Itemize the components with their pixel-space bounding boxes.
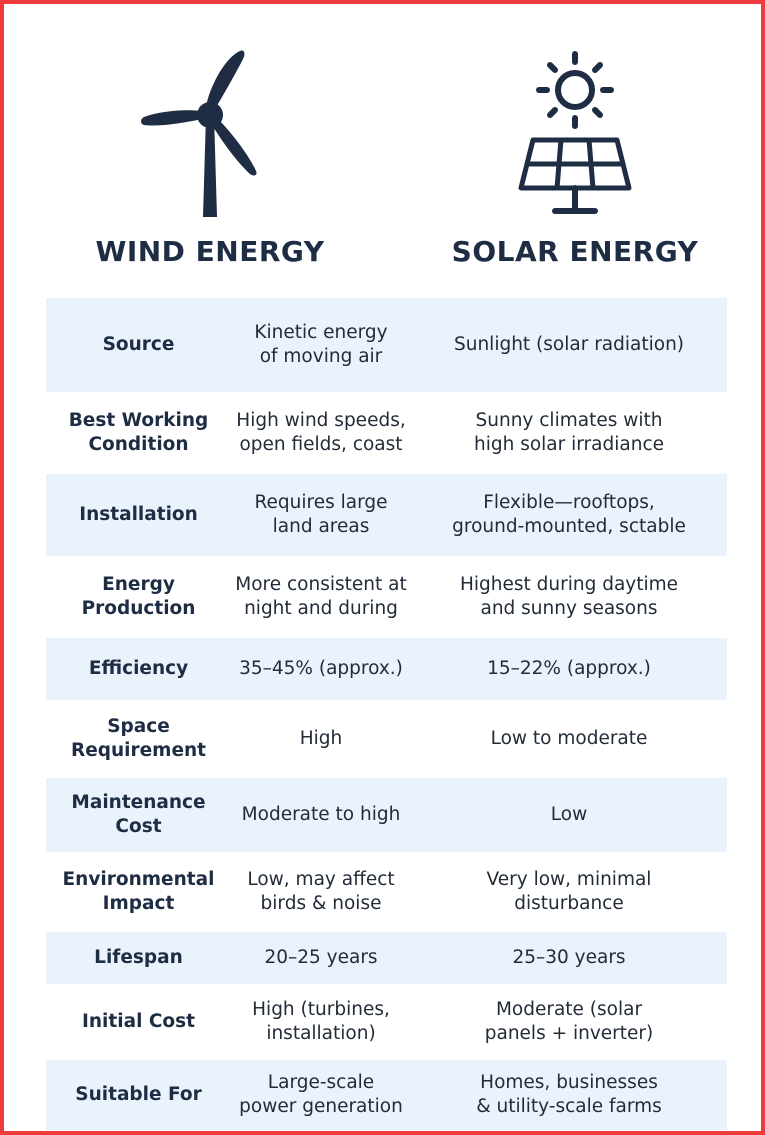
- table-row: Suitable For Large-scale power generatio…: [46, 1060, 727, 1130]
- row-criterion: Environmental Impact: [62, 869, 215, 914]
- table-row: Source Kinetic energy of moving air Sunl…: [46, 298, 727, 392]
- solar-value: Sunlight (solar radiation): [453, 334, 685, 355]
- solar-value: Low to moderate: [490, 728, 648, 749]
- wind-value: High wind speeds, open fields, coast: [236, 410, 406, 455]
- row-criterion: Maintenance Cost: [71, 792, 206, 837]
- table-row: Environmental Impact Low, may affect bir…: [46, 852, 727, 932]
- solar-value: Sunny climates with high solar irradianc…: [474, 410, 664, 455]
- row-criterion: Suitable For: [75, 1084, 202, 1105]
- wind-value: Low, may affect birds & noise: [247, 869, 395, 914]
- row-criterion: Energy Production: [81, 574, 196, 619]
- wind-value: Requires large land areas: [254, 492, 388, 537]
- wind-value: High (turbines, installation): [252, 999, 390, 1044]
- wind-value: High: [299, 728, 343, 749]
- table-row: Best Working Condition High wind speeds,…: [46, 392, 727, 474]
- solar-value: Flexible—rooftops, ground-mounted, sctab…: [452, 492, 686, 537]
- wind-value: Moderate to high: [241, 804, 401, 825]
- table-row: Maintenance Cost Moderate to high Low: [46, 778, 727, 852]
- row-criterion: Initial Cost: [82, 1011, 195, 1032]
- wind-value: Large-scale power generation: [239, 1072, 403, 1117]
- row-criterion: Efficiency: [88, 658, 189, 679]
- solar-value: Moderate (solar panels + inverter): [484, 999, 654, 1044]
- wind-column-header: WIND ENERGY: [45, 40, 375, 268]
- comparison-table: Source Kinetic energy of moving air Sunl…: [46, 298, 727, 1130]
- wind-heading: WIND ENERGY: [95, 235, 325, 268]
- wind-turbine-icon: [141, 50, 257, 217]
- solar-panel-icon: [518, 50, 632, 214]
- wind-value: Kinetic energy of moving air: [254, 322, 388, 367]
- solar-value: Very low, minimal disturbance: [486, 869, 652, 914]
- solar-value: Highest during daytime and sunny seasons: [459, 574, 679, 619]
- table-row: Initial Cost High (turbines, installatio…: [46, 984, 727, 1060]
- solar-heading: SOLAR ENERGY: [451, 235, 699, 268]
- row-criterion: Source: [102, 334, 175, 355]
- table-row: Efficiency 35–45% (approx.) 15–22% (appr…: [46, 638, 727, 700]
- solar-value: 25–30 years: [512, 947, 626, 968]
- solar-value: 15–22% (approx.): [487, 658, 651, 679]
- row-criterion: Best Working Condition: [68, 410, 209, 455]
- table-row: Lifespan 20–25 years 25–30 years: [46, 932, 727, 984]
- solar-value: Homes, businesses & utility-scale farms: [476, 1072, 662, 1117]
- solar-column-header: SOLAR ENERGY: [410, 40, 740, 268]
- row-criterion: Installation: [79, 504, 198, 525]
- row-criterion: Lifespan: [94, 947, 183, 968]
- row-criterion: Space Requirement: [70, 716, 207, 761]
- table-row: Installation Requires large land areas F…: [46, 474, 727, 556]
- wind-value: 35–45% (approx.): [239, 658, 403, 679]
- solar-value: Low: [550, 804, 588, 825]
- table-row: Energy Production More consistent at nig…: [46, 556, 727, 638]
- table-row: Space Requirement High Low to moderate: [46, 700, 727, 778]
- wind-value: More consistent at night and during: [235, 574, 407, 619]
- wind-value: 20–25 years: [264, 947, 378, 968]
